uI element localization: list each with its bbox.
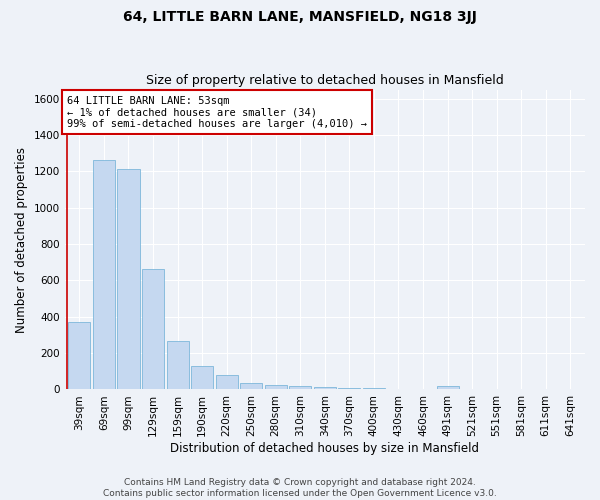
Bar: [240, 383, 262, 390]
Bar: [167, 342, 188, 390]
Bar: [289, 386, 311, 390]
Bar: [265, 385, 287, 390]
Bar: [314, 386, 336, 390]
X-axis label: Distribution of detached houses by size in Mansfield: Distribution of detached houses by size …: [170, 442, 479, 455]
Text: Contains HM Land Registry data © Crown copyright and database right 2024.
Contai: Contains HM Land Registry data © Crown c…: [103, 478, 497, 498]
Bar: [68, 322, 91, 390]
Bar: [93, 160, 115, 390]
Bar: [142, 268, 164, 390]
Bar: [437, 386, 458, 390]
Y-axis label: Number of detached properties: Number of detached properties: [15, 146, 28, 332]
Bar: [363, 388, 385, 390]
Text: 64 LITTLE BARN LANE: 53sqm
← 1% of detached houses are smaller (34)
99% of semi-: 64 LITTLE BARN LANE: 53sqm ← 1% of detac…: [67, 96, 367, 129]
Bar: [215, 374, 238, 390]
Bar: [118, 168, 140, 390]
Bar: [338, 388, 361, 390]
Text: 64, LITTLE BARN LANE, MANSFIELD, NG18 3JJ: 64, LITTLE BARN LANE, MANSFIELD, NG18 3J…: [123, 10, 477, 24]
Title: Size of property relative to detached houses in Mansfield: Size of property relative to detached ho…: [146, 74, 504, 87]
Bar: [191, 366, 213, 390]
